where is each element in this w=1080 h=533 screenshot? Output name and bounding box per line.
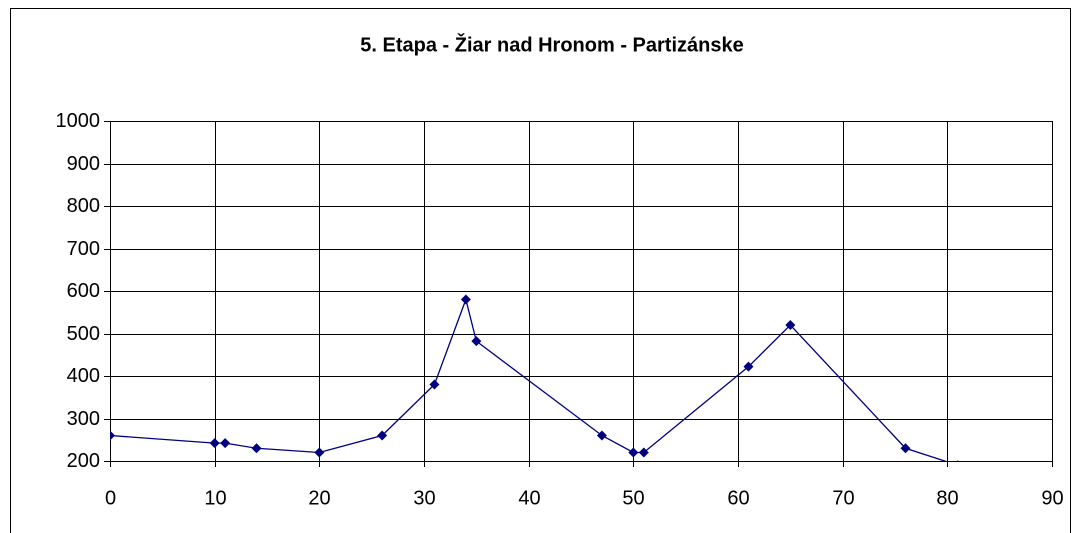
y-tick-label: 200	[67, 450, 100, 472]
y-tick-label: 800	[67, 195, 100, 217]
plot-area	[110, 294, 959, 461]
chart-title: 5. Etapa - Žiar nad Hronom - Partizánske	[360, 32, 743, 56]
y-tick-label: 1000	[56, 110, 101, 132]
x-tick-label: 10	[204, 487, 226, 509]
data-point	[429, 379, 440, 390]
data-point	[596, 430, 607, 441]
y-tick-label: 400	[67, 365, 100, 387]
x-tick-label: 80	[936, 487, 958, 509]
data-point	[471, 336, 482, 347]
x-tick-label: 90	[1041, 487, 1063, 509]
x-tick-label: 40	[518, 487, 540, 509]
x-tick-label: 0	[105, 487, 116, 509]
chart-border	[10, 8, 1071, 533]
y-tick-label: 600	[67, 280, 100, 302]
y-tick-label: 900	[67, 153, 100, 175]
data-point	[900, 443, 911, 454]
data-point	[957, 460, 959, 461]
x-tick-label: 30	[413, 487, 435, 509]
data-point	[628, 447, 639, 458]
y-tick-label: 300	[67, 408, 100, 430]
data-point	[251, 443, 262, 454]
data-point	[110, 430, 115, 441]
x-tick-label: 70	[832, 487, 854, 509]
data-point	[377, 430, 388, 441]
data-point	[743, 361, 754, 372]
x-tick-label: 60	[727, 487, 749, 509]
data-point	[220, 438, 231, 449]
x-tick-label: 50	[622, 487, 644, 509]
x-tick-label: 20	[308, 487, 330, 509]
data-point	[460, 294, 471, 305]
data-point	[314, 447, 325, 458]
data-point	[785, 320, 796, 330]
data-point	[638, 447, 649, 458]
data-point	[209, 438, 220, 449]
y-tick-label: 700	[67, 238, 100, 260]
y-tick-label: 500	[67, 323, 100, 345]
series-line	[110, 297, 947, 461]
